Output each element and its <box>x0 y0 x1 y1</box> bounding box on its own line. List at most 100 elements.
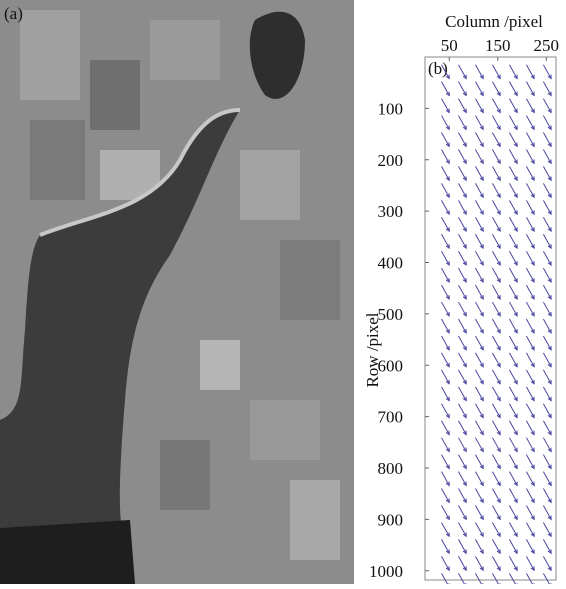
arrow <box>458 217 467 233</box>
y-axis-label: Row /pixel <box>363 312 382 387</box>
arrow <box>441 352 450 368</box>
y-tick-label: 1000 <box>369 562 403 581</box>
x-axis-label: Column /pixel <box>445 12 543 31</box>
arrow <box>492 505 501 521</box>
arrow <box>441 183 450 199</box>
arrow <box>508 115 518 131</box>
arrow <box>475 556 484 572</box>
arrow <box>492 454 501 470</box>
arrow <box>458 352 467 368</box>
y-tick-label: 200 <box>378 151 404 170</box>
arrow <box>508 301 518 317</box>
arrow <box>492 437 501 453</box>
arrow <box>508 437 518 453</box>
arrow <box>492 284 501 300</box>
arrow <box>525 454 535 470</box>
arrow <box>492 149 501 165</box>
arrow <box>525 335 535 351</box>
arrow <box>475 335 484 351</box>
arrow <box>475 183 484 199</box>
arrow <box>492 200 501 216</box>
arrow <box>542 386 552 402</box>
arrow <box>441 369 450 385</box>
arrow <box>475 81 484 97</box>
arrow <box>492 352 501 368</box>
arrow <box>458 420 467 436</box>
arrow <box>475 471 484 487</box>
arrow <box>441 217 450 233</box>
arrow <box>441 132 450 148</box>
arrow <box>508 352 518 368</box>
arrow <box>458 335 467 351</box>
arrow <box>441 200 450 216</box>
x-tick-label: 250 <box>534 36 560 55</box>
arrow <box>441 149 450 165</box>
arrow <box>542 301 552 317</box>
arrow <box>542 335 552 351</box>
arrow <box>492 98 501 114</box>
arrow <box>458 200 467 216</box>
arrow <box>525 352 535 368</box>
arrow <box>458 471 467 487</box>
arrow <box>441 115 450 131</box>
arrow <box>508 132 518 148</box>
arrow <box>525 234 535 250</box>
arrow <box>508 335 518 351</box>
arrow <box>542 183 552 199</box>
arrow <box>458 488 467 504</box>
arrow <box>542 369 552 385</box>
arrow <box>508 81 518 97</box>
arrow <box>542 488 552 504</box>
arrow <box>508 556 518 572</box>
plot-frame <box>424 56 557 581</box>
arrow <box>475 149 484 165</box>
arrow <box>508 149 518 165</box>
arrow <box>441 488 450 504</box>
arrow <box>441 98 450 114</box>
arrow <box>525 437 535 453</box>
arrow <box>542 234 552 250</box>
y-tick-label: 300 <box>378 202 404 221</box>
arrow <box>492 420 501 436</box>
arrow <box>525 64 535 80</box>
arrow <box>458 98 467 114</box>
arrow <box>508 284 518 300</box>
arrow <box>492 539 501 555</box>
arrow <box>492 132 501 148</box>
arrow <box>525 284 535 300</box>
arrow <box>458 166 467 182</box>
arrow <box>492 166 501 182</box>
arrow <box>492 115 501 131</box>
arrow <box>441 166 450 182</box>
arrow <box>492 301 501 317</box>
arrow <box>525 488 535 504</box>
arrow <box>508 488 518 504</box>
arrow <box>508 454 518 470</box>
arrow <box>542 403 552 419</box>
arrow <box>508 539 518 555</box>
arrow <box>492 471 501 487</box>
arrow <box>492 318 501 334</box>
arrow <box>542 267 552 283</box>
arrow <box>542 166 552 182</box>
arrow <box>458 64 467 80</box>
arrow <box>475 64 484 80</box>
arrow <box>542 522 552 538</box>
x-tick-label: 150 <box>485 36 511 55</box>
arrow <box>542 471 552 487</box>
arrow <box>475 505 484 521</box>
arrow <box>458 522 467 538</box>
arrow <box>441 267 450 283</box>
arrow <box>458 132 467 148</box>
arrow <box>458 386 467 402</box>
y-tick-label: 900 <box>378 510 404 529</box>
arrow <box>441 335 450 351</box>
arrow <box>458 318 467 334</box>
arrow <box>475 301 484 317</box>
arrow <box>542 505 552 521</box>
arrow <box>492 369 501 385</box>
arrow <box>542 284 552 300</box>
arrow <box>508 267 518 283</box>
arrow <box>542 437 552 453</box>
